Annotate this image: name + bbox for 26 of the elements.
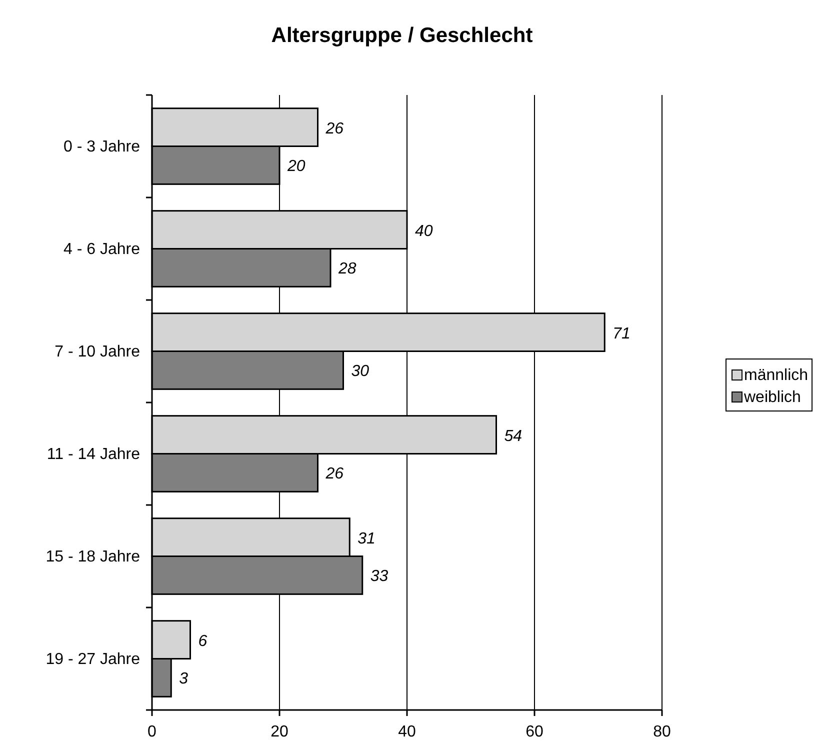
- x-tick-label: 0: [148, 724, 157, 741]
- y-tick-label: 4 - 6 Jahre: [64, 240, 140, 258]
- data-label: 54: [504, 428, 522, 445]
- legend-label: männlich: [744, 367, 808, 384]
- data-label: 31: [358, 530, 376, 548]
- x-tick-label: 20: [270, 724, 288, 741]
- x-tick-label: 80: [653, 724, 671, 741]
- data-label: 71: [612, 325, 630, 342]
- y-tick-label: 11 - 14 Jahre: [46, 446, 140, 463]
- data-label: 33: [370, 568, 388, 586]
- data-label: 40: [415, 222, 433, 240]
- y-tick-label: 7 - 10 Jahre: [54, 343, 140, 360]
- x-tick-label: 40: [398, 724, 416, 741]
- data-label: 30: [351, 363, 370, 380]
- x-tick-label: 60: [526, 724, 544, 741]
- legend-label: weiblich: [743, 389, 801, 406]
- y-tick-label: 15 - 18 Jahre: [46, 548, 140, 566]
- chart-title: Altersgruppe / Geschlecht: [271, 24, 533, 47]
- data-label: 26: [324, 120, 344, 138]
- data-label: 28: [338, 260, 356, 278]
- data-label: 3: [179, 670, 188, 688]
- y-tick-label: 0 - 3 Jahre: [64, 138, 140, 156]
- data-label: 20: [286, 158, 306, 176]
- data-label: 6: [198, 632, 208, 650]
- y-tick-label: 19 - 27 Jahre: [46, 650, 140, 668]
- data-label: 26: [324, 466, 344, 483]
